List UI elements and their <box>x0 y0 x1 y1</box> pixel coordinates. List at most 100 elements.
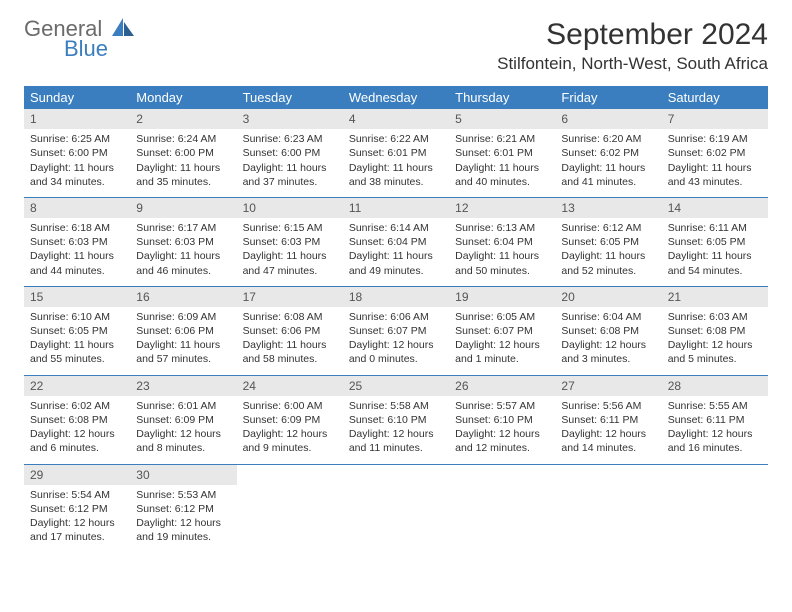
day-body: Sunrise: 6:02 AMSunset: 6:08 PMDaylight:… <box>24 396 130 464</box>
day-line: and 50 minutes. <box>455 264 549 278</box>
day-line: Sunset: 6:01 PM <box>455 146 549 160</box>
day-cell: 25Sunrise: 5:58 AMSunset: 6:10 PMDayligh… <box>343 376 449 464</box>
week-row: 15Sunrise: 6:10 AMSunset: 6:05 PMDayligh… <box>24 287 768 376</box>
logo-line2: Blue <box>64 36 108 61</box>
day-line: Sunset: 6:04 PM <box>455 235 549 249</box>
day-line: Sunrise: 6:11 AM <box>668 221 762 235</box>
calendar: Sunday Monday Tuesday Wednesday Thursday… <box>24 86 768 552</box>
day-number: 24 <box>237 376 343 396</box>
day-number: 26 <box>449 376 555 396</box>
day-cell: 30Sunrise: 5:53 AMSunset: 6:12 PMDayligh… <box>130 465 236 553</box>
day-cell: 6Sunrise: 6:20 AMSunset: 6:02 PMDaylight… <box>555 109 661 197</box>
day-line: and 49 minutes. <box>349 264 443 278</box>
day-line: Sunset: 6:08 PM <box>561 324 655 338</box>
day-body: Sunrise: 5:54 AMSunset: 6:12 PMDaylight:… <box>24 485 130 553</box>
day-header: Monday <box>130 86 236 109</box>
day-line: Daylight: 11 hours <box>30 249 124 263</box>
day-number: 3 <box>237 109 343 129</box>
day-line: Daylight: 11 hours <box>243 338 337 352</box>
day-header-row: Sunday Monday Tuesday Wednesday Thursday… <box>24 86 768 109</box>
day-number: 13 <box>555 198 661 218</box>
day-header: Thursday <box>449 86 555 109</box>
day-number: 1 <box>24 109 130 129</box>
day-line: and 41 minutes. <box>561 175 655 189</box>
day-header: Saturday <box>662 86 768 109</box>
day-line: Sunrise: 6:02 AM <box>30 399 124 413</box>
day-line: and 1 minute. <box>455 352 549 366</box>
day-line: Sunrise: 6:03 AM <box>668 310 762 324</box>
day-line: and 34 minutes. <box>30 175 124 189</box>
day-line: Sunset: 6:07 PM <box>455 324 549 338</box>
day-line: Daylight: 11 hours <box>136 249 230 263</box>
day-number: 23 <box>130 376 236 396</box>
day-number: 7 <box>662 109 768 129</box>
day-number: 12 <box>449 198 555 218</box>
day-line: Daylight: 12 hours <box>349 338 443 352</box>
day-line: and 9 minutes. <box>243 441 337 455</box>
day-line: and 40 minutes. <box>455 175 549 189</box>
day-line: and 37 minutes. <box>243 175 337 189</box>
day-line: Sunrise: 5:56 AM <box>561 399 655 413</box>
day-line: Sunrise: 6:24 AM <box>136 132 230 146</box>
day-body: Sunrise: 5:58 AMSunset: 6:10 PMDaylight:… <box>343 396 449 464</box>
day-line: Sunrise: 6:23 AM <box>243 132 337 146</box>
day-cell: 20Sunrise: 6:04 AMSunset: 6:08 PMDayligh… <box>555 287 661 375</box>
day-body: Sunrise: 6:00 AMSunset: 6:09 PMDaylight:… <box>237 396 343 464</box>
day-header: Tuesday <box>237 86 343 109</box>
day-line: and 6 minutes. <box>30 441 124 455</box>
day-line: Daylight: 11 hours <box>455 161 549 175</box>
day-body: Sunrise: 6:23 AMSunset: 6:00 PMDaylight:… <box>237 129 343 197</box>
day-line: Sunset: 6:00 PM <box>30 146 124 160</box>
day-line: Daylight: 12 hours <box>30 516 124 530</box>
day-cell: 8Sunrise: 6:18 AMSunset: 6:03 PMDaylight… <box>24 198 130 286</box>
day-line: Daylight: 12 hours <box>243 427 337 441</box>
day-line: Sunset: 6:05 PM <box>561 235 655 249</box>
logo-sail-icon <box>112 18 134 36</box>
day-body: Sunrise: 6:03 AMSunset: 6:08 PMDaylight:… <box>662 307 768 375</box>
day-line: Sunrise: 5:58 AM <box>349 399 443 413</box>
day-number: 2 <box>130 109 236 129</box>
day-cell: 5Sunrise: 6:21 AMSunset: 6:01 PMDaylight… <box>449 109 555 197</box>
day-cell: 17Sunrise: 6:08 AMSunset: 6:06 PMDayligh… <box>237 287 343 375</box>
day-line: Sunrise: 6:04 AM <box>561 310 655 324</box>
day-line: and 11 minutes. <box>349 441 443 455</box>
day-line: Sunrise: 6:10 AM <box>30 310 124 324</box>
day-line: Sunrise: 6:05 AM <box>455 310 549 324</box>
day-line: Sunset: 6:06 PM <box>243 324 337 338</box>
day-number: 21 <box>662 287 768 307</box>
day-body: Sunrise: 6:25 AMSunset: 6:00 PMDaylight:… <box>24 129 130 197</box>
day-line: and 52 minutes. <box>561 264 655 278</box>
day-line: and 35 minutes. <box>136 175 230 189</box>
day-line: Daylight: 12 hours <box>561 338 655 352</box>
day-cell: 4Sunrise: 6:22 AMSunset: 6:01 PMDaylight… <box>343 109 449 197</box>
day-line: Sunrise: 6:15 AM <box>243 221 337 235</box>
day-line: Daylight: 11 hours <box>561 161 655 175</box>
day-line: Daylight: 12 hours <box>455 427 549 441</box>
day-line: Daylight: 11 hours <box>243 161 337 175</box>
location: Stilfontein, North-West, South Africa <box>497 54 768 74</box>
day-cell: 1Sunrise: 6:25 AMSunset: 6:00 PMDaylight… <box>24 109 130 197</box>
day-line: Daylight: 11 hours <box>668 249 762 263</box>
day-body: Sunrise: 6:15 AMSunset: 6:03 PMDaylight:… <box>237 218 343 286</box>
day-body: Sunrise: 6:05 AMSunset: 6:07 PMDaylight:… <box>449 307 555 375</box>
day-cell: 11Sunrise: 6:14 AMSunset: 6:04 PMDayligh… <box>343 198 449 286</box>
week-row: 8Sunrise: 6:18 AMSunset: 6:03 PMDaylight… <box>24 198 768 287</box>
day-line: Sunset: 6:01 PM <box>349 146 443 160</box>
day-line: Daylight: 12 hours <box>136 516 230 530</box>
day-line: Daylight: 11 hours <box>30 161 124 175</box>
day-cell: 23Sunrise: 6:01 AMSunset: 6:09 PMDayligh… <box>130 376 236 464</box>
day-number: 18 <box>343 287 449 307</box>
week-row: 22Sunrise: 6:02 AMSunset: 6:08 PMDayligh… <box>24 376 768 465</box>
day-number: 15 <box>24 287 130 307</box>
week-row: 29Sunrise: 5:54 AMSunset: 6:12 PMDayligh… <box>24 465 768 553</box>
day-line: Sunset: 6:08 PM <box>668 324 762 338</box>
day-line: and 8 minutes. <box>136 441 230 455</box>
day-number: 22 <box>24 376 130 396</box>
day-cell: 26Sunrise: 5:57 AMSunset: 6:10 PMDayligh… <box>449 376 555 464</box>
day-cell: 13Sunrise: 6:12 AMSunset: 6:05 PMDayligh… <box>555 198 661 286</box>
day-line: Sunset: 6:10 PM <box>349 413 443 427</box>
day-line: and 38 minutes. <box>349 175 443 189</box>
day-cell: 16Sunrise: 6:09 AMSunset: 6:06 PMDayligh… <box>130 287 236 375</box>
day-line: Sunset: 6:12 PM <box>136 502 230 516</box>
day-line: Sunrise: 5:53 AM <box>136 488 230 502</box>
